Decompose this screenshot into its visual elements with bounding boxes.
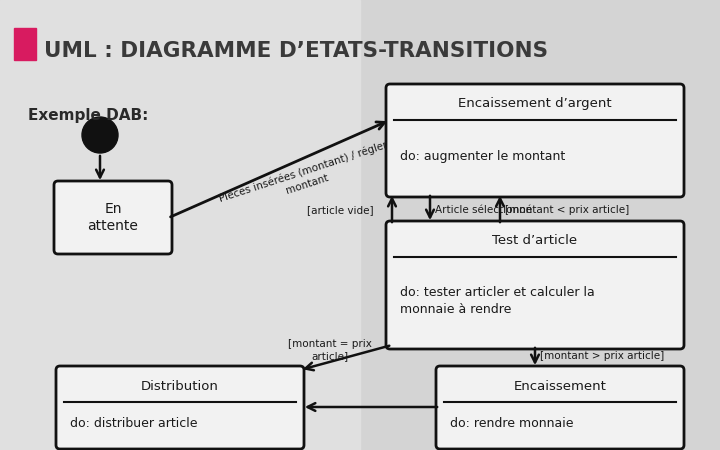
Text: Article sélectionné: Article sélectionné [435,205,532,215]
Text: [montant = prix
article]: [montant = prix article] [288,339,372,361]
Bar [14,28,36,60]
Text: [article vide]: [article vide] [307,205,373,215]
Text: Test d’article: Test d’article [492,234,577,248]
FancyBboxPatch shape [436,366,684,449]
Text: En
attente: En attente [88,202,138,233]
Circle shape [82,117,118,153]
Text: do: tester articler et calculer la
monnaie à rendre: do: tester articler et calculer la monna… [400,286,595,316]
Text: do: rendre monnaie: do: rendre monnaie [450,417,574,430]
Text: Exemple DAB:: Exemple DAB: [28,108,148,123]
Text: [montant > prix article]: [montant > prix article] [540,351,665,361]
FancyBboxPatch shape [386,84,684,197]
Text: do: augmenter le montant: do: augmenter le montant [400,150,565,163]
Text: UML : DIAGRAMME D’ETATS-TRANSITIONS: UML : DIAGRAMME D’ETATS-TRANSITIONS [44,41,548,61]
Text: [montant < prix article]: [montant < prix article] [505,205,629,215]
Text: Encaissement d’argent: Encaissement d’argent [458,98,612,111]
FancyBboxPatch shape [386,221,684,349]
Text: Encaissement: Encaissement [513,379,606,392]
Text: Pièces insérées (montant) / régler
montant: Pièces insérées (montant) / régler monta… [217,140,392,216]
FancyBboxPatch shape [54,181,172,254]
Text: do: distribuer article: do: distribuer article [70,417,197,430]
Text: Distribution: Distribution [141,379,219,392]
FancyBboxPatch shape [56,366,304,449]
Bar [0,0,360,450]
